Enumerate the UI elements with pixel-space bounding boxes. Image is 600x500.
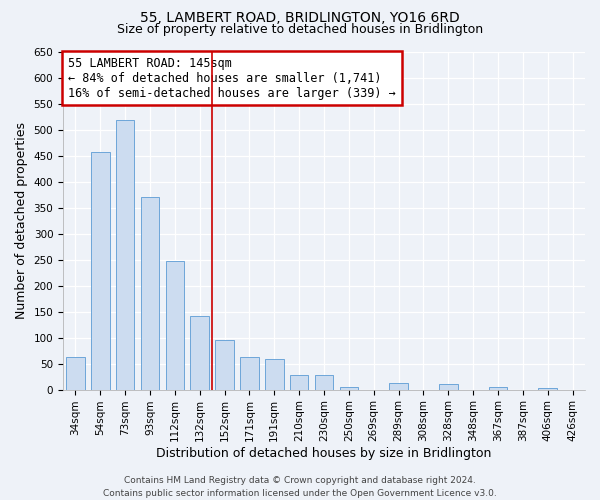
Bar — [265, 360, 284, 390]
X-axis label: Distribution of detached houses by size in Bridlington: Distribution of detached houses by size … — [157, 447, 492, 460]
Bar — [66, 358, 85, 390]
Text: Size of property relative to detached houses in Bridlington: Size of property relative to detached ho… — [117, 22, 483, 36]
Bar — [215, 340, 234, 390]
Bar — [314, 375, 334, 390]
Text: 55, LAMBERT ROAD, BRIDLINGTON, YO16 6RD: 55, LAMBERT ROAD, BRIDLINGTON, YO16 6RD — [140, 11, 460, 25]
Bar — [340, 387, 358, 390]
Bar — [389, 384, 408, 390]
Bar — [166, 260, 184, 390]
Text: Contains HM Land Registry data © Crown copyright and database right 2024.
Contai: Contains HM Land Registry data © Crown c… — [103, 476, 497, 498]
Text: 55 LAMBERT ROAD: 145sqm
← 84% of detached houses are smaller (1,741)
16% of semi: 55 LAMBERT ROAD: 145sqm ← 84% of detache… — [68, 56, 396, 100]
Bar — [488, 387, 508, 390]
Bar — [240, 358, 259, 390]
Bar — [538, 388, 557, 390]
Bar — [439, 384, 458, 390]
Bar — [91, 152, 110, 390]
Bar — [116, 120, 134, 390]
Bar — [290, 375, 308, 390]
Y-axis label: Number of detached properties: Number of detached properties — [15, 122, 28, 319]
Bar — [190, 316, 209, 390]
Bar — [141, 197, 160, 390]
